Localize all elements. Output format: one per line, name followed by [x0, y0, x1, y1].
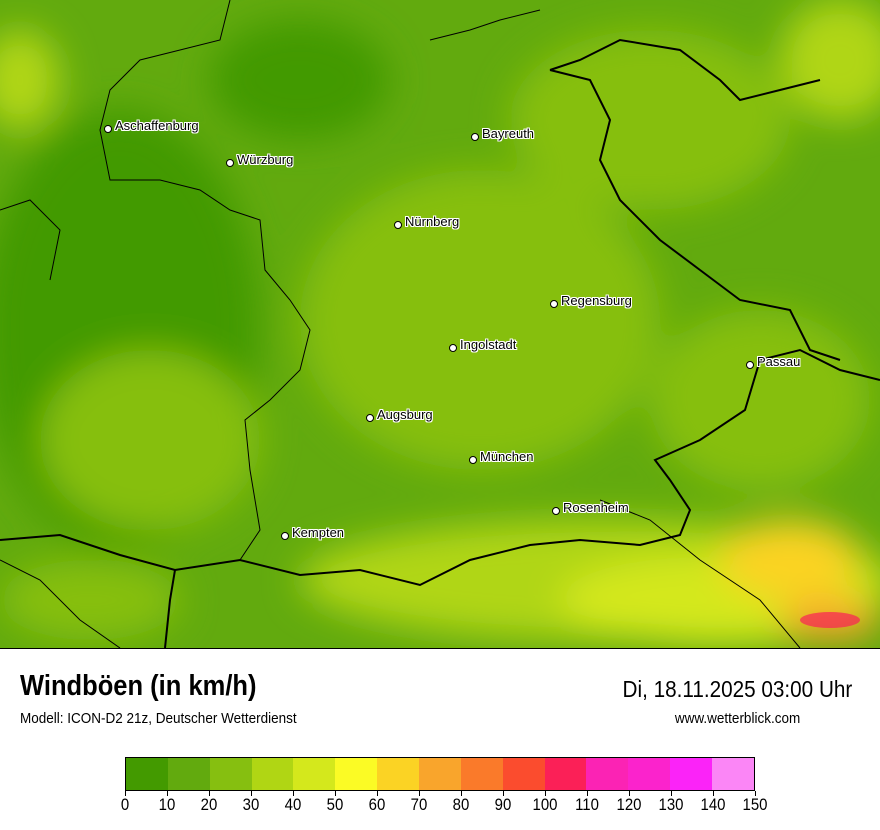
legend-tick-label: 40 [284, 795, 302, 814]
legend-color-bin [502, 758, 545, 790]
city-label: Ingolstadt [460, 337, 517, 352]
legend-tick-label: 90 [494, 795, 512, 814]
legend-color-bin [628, 758, 671, 790]
city-label: Bayreuth [482, 126, 535, 141]
legend-tick-label: 60 [368, 795, 386, 814]
legend-color-bin [293, 758, 336, 790]
legend-color-bin [126, 758, 168, 790]
legend-tick-label: 0 [120, 795, 130, 814]
city-marker: München [469, 449, 533, 464]
city-marker: Passau [746, 354, 800, 369]
city-label: Rosenheim [563, 500, 629, 515]
city-label: Nürnberg [405, 214, 460, 229]
city-dot-icon [449, 343, 457, 352]
legend-tick-mark [544, 791, 546, 796]
legend-tick-label: 150 [742, 795, 768, 814]
legend-tick-mark [166, 791, 168, 796]
city-dot-icon [552, 506, 560, 515]
forecast-datetime: Di, 18.11.2025 03:00 Uhr [622, 676, 852, 702]
legend-color-bin [670, 758, 713, 790]
city-label: Regensburg [561, 293, 632, 308]
legend-color-bin [419, 758, 461, 790]
legend-color-bin [544, 758, 587, 790]
city-label: München [480, 449, 534, 464]
legend-tick-mark [712, 791, 714, 796]
city-dot-icon [394, 220, 402, 229]
legend-tick-label: 20 [200, 795, 218, 814]
legend-color-bin [377, 758, 420, 790]
website-credit: www.wetterblick.com [674, 710, 800, 727]
city-label: Aschaffenburg [115, 118, 199, 133]
city-label: Kempten [292, 525, 345, 540]
city-marker: Regensburg [550, 293, 632, 308]
city-dot-icon [471, 132, 479, 141]
legend-tick-mark [460, 791, 462, 796]
color-scale-legend [125, 757, 755, 791]
map-field [0, 0, 880, 648]
legend-tick-mark [124, 791, 126, 796]
legend-tick-label: 130 [658, 795, 684, 814]
legend-tick-label: 70 [410, 795, 428, 814]
legend-tick-mark [418, 791, 420, 796]
city-label: Augsburg [377, 407, 433, 422]
legend-tick-mark [586, 791, 588, 796]
legend-color-bin [712, 758, 754, 790]
borders [0, 0, 880, 648]
legend-tick-mark [334, 791, 336, 796]
legend-tick-mark [292, 791, 294, 796]
map-title: Windböen (in km/h) [20, 670, 257, 702]
legend-tick-mark [754, 791, 756, 796]
legend-tick-mark [670, 791, 672, 796]
legend-color-bin [209, 758, 252, 790]
city-marker: Augsburg [366, 407, 433, 422]
legend-tick-label: 140 [700, 795, 726, 814]
city-marker: Nürnberg [394, 214, 459, 229]
legend-color-bin [335, 758, 378, 790]
city-marker: Rosenheim [552, 500, 629, 515]
legend-color-bin [586, 758, 629, 790]
city-dot-icon [366, 413, 374, 422]
city-dot-icon [550, 299, 558, 308]
legend-tick-mark [250, 791, 252, 796]
legend-ticks: 0 10 20 30 40 50 60 70 80 90 100 110 120 130 140 150 [121, 791, 767, 821]
city-dot-icon [469, 455, 477, 464]
legend-color-bin [251, 758, 294, 790]
city-dot-icon [226, 158, 234, 167]
legend-tick-label: 10 [158, 795, 176, 814]
legend-tick-label: 80 [452, 795, 470, 814]
legend-tick-label: 120 [616, 795, 642, 814]
city-label: Würzburg [237, 152, 294, 167]
legend-color-bin [460, 758, 503, 790]
city-marker: Aschaffenburg [104, 118, 199, 133]
city-marker: Würzburg [226, 152, 293, 167]
city-marker: Ingolstadt [449, 337, 516, 352]
legend-tick-mark [208, 791, 210, 796]
model-info: Modell: ICON-D2 21z, Deutscher Wetterdie… [20, 710, 297, 727]
legend-tick-label: 30 [242, 795, 260, 814]
legend-tick-mark [628, 791, 630, 796]
city-label: Passau [757, 354, 801, 369]
wind-zones [0, 0, 880, 645]
city-dot-icon [104, 124, 112, 133]
legend-tick-mark [502, 791, 504, 796]
city-marker: Kempten [281, 525, 344, 540]
max-gust-zone [800, 612, 860, 628]
legend-tick-label: 50 [326, 795, 344, 814]
legend-tick-label: 100 [532, 795, 558, 814]
city-dot-icon [281, 531, 289, 540]
city-dot-icon [746, 360, 754, 369]
legend-tick-label: 110 [575, 795, 599, 814]
city-marker: Bayreuth [471, 126, 534, 141]
legend-color-bin [167, 758, 210, 790]
wind-gust-map: Aschaffenburg Würzburg Bayreuth Nürnberg… [0, 0, 880, 649]
legend-tick-mark [376, 791, 378, 796]
